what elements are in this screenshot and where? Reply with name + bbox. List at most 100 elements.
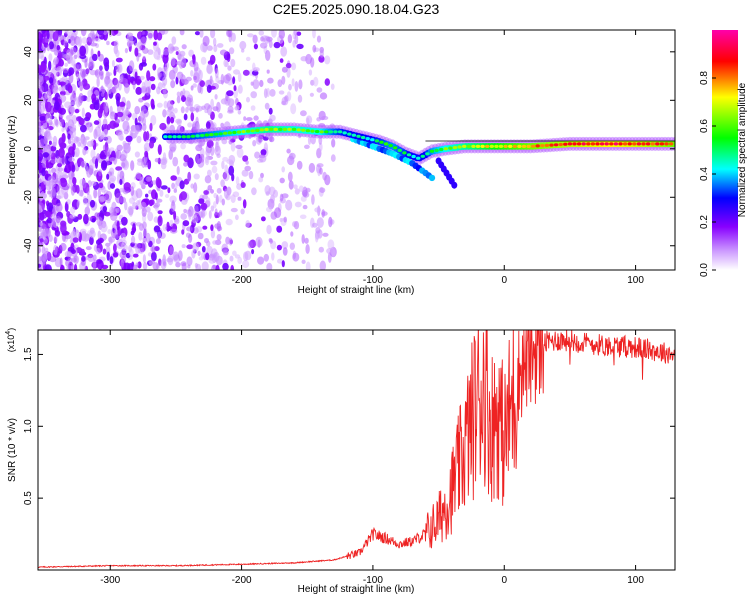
noise-speckle <box>162 224 168 232</box>
noise-speckle <box>38 38 42 50</box>
ridge-blob-core <box>485 144 490 148</box>
noise-speckle <box>103 101 109 112</box>
noise-speckle <box>242 155 249 162</box>
noise-speckle <box>109 256 114 265</box>
ridge-blob-core <box>213 132 219 136</box>
noise-speckle <box>129 248 134 257</box>
noise-speckle <box>268 238 273 243</box>
ridge-blob-core <box>167 135 173 139</box>
noise-speckle <box>102 206 108 212</box>
noise-speckle <box>206 63 213 74</box>
noise-speckle <box>64 62 68 67</box>
noise-speckle <box>195 153 199 164</box>
noise-speckle <box>187 171 192 183</box>
ridge-blob-core <box>429 149 435 153</box>
noise-speckle <box>132 80 136 90</box>
noise-speckle <box>279 177 285 184</box>
noise-speckle <box>40 182 45 191</box>
noise-speckle <box>150 83 156 91</box>
noise-speckle <box>220 73 225 85</box>
noise-speckle <box>174 182 178 189</box>
noise-speckle <box>154 158 160 163</box>
noise-speckle <box>121 78 128 86</box>
noise-speckle <box>281 241 289 250</box>
noise-speckle <box>212 240 218 245</box>
noise-speckle <box>128 60 135 72</box>
x-tick-label: 100 <box>627 575 644 586</box>
noise-speckle <box>56 66 64 72</box>
noise-speckle <box>46 44 51 52</box>
noise-speckle <box>228 165 235 176</box>
ridge-blob-core <box>489 144 494 148</box>
noise-speckle <box>278 30 285 40</box>
noise-speckle <box>126 32 134 38</box>
noise-speckle <box>221 243 229 254</box>
noise-speckle <box>293 30 298 36</box>
noise-speckle <box>47 132 52 140</box>
ridge-blob-core <box>650 142 655 146</box>
noise-speckle <box>135 86 142 95</box>
noise-speckle <box>140 62 147 67</box>
noise-speckle <box>198 69 203 81</box>
noise-speckle <box>66 199 71 205</box>
noise-speckle <box>260 149 267 156</box>
ridge-blob-core <box>181 135 186 139</box>
noise-speckle <box>69 35 76 47</box>
spectrogram-frame <box>37 29 676 271</box>
ridge-blob-core <box>301 128 306 132</box>
ridge-blob-core <box>342 131 347 135</box>
noise-speckle <box>48 140 52 145</box>
colorbar-ticks: 0.0 0.2 0.4 0.6 0.8 <box>699 71 716 277</box>
noise-speckle <box>53 56 59 65</box>
noise-speckle <box>237 84 243 94</box>
noise-speckle <box>68 177 73 185</box>
noise-speckle <box>319 92 328 100</box>
noise-speckle <box>321 209 326 218</box>
noise-speckle <box>157 231 161 240</box>
noise-speckle <box>294 33 299 45</box>
noise-speckle <box>53 116 58 126</box>
noise-speckle <box>223 188 230 199</box>
noise-speckle <box>276 244 282 251</box>
noise-speckle <box>157 144 162 156</box>
noise-speckle <box>230 207 238 213</box>
noise-speckle <box>91 93 97 102</box>
ridge-blob-core <box>535 144 540 148</box>
noise-speckle <box>176 95 181 104</box>
noise-speckle <box>71 171 75 179</box>
noise-speckle <box>213 251 220 262</box>
noise-speckle <box>152 63 157 71</box>
noise-speckle <box>265 206 273 213</box>
noise-speckle <box>281 96 289 106</box>
noise-speckle <box>170 175 177 181</box>
ridge-blob-core <box>268 127 274 131</box>
noise-speckle <box>162 109 167 118</box>
noise-speckle <box>216 221 222 232</box>
ridge-branch <box>350 135 458 189</box>
noise-speckle <box>147 211 154 222</box>
noise-speckle <box>81 37 88 44</box>
noise-speckle <box>79 228 87 234</box>
noise-speckle <box>64 234 72 240</box>
noise-speckle <box>208 210 212 219</box>
noise-speckle <box>55 177 61 184</box>
ridge-blob-core <box>232 130 237 135</box>
ridge-blob-core <box>163 135 168 139</box>
ridge-blob-core <box>204 133 209 137</box>
noise-speckle <box>88 121 94 133</box>
noise-speckle <box>235 176 240 186</box>
noise-speckle <box>236 147 244 158</box>
noise-speckle <box>72 237 79 243</box>
noise-speckle <box>193 182 198 193</box>
colorbar: 0.0 0.2 0.4 0.6 0.8 Normalized spectral ampl… <box>699 30 748 277</box>
noise-speckle <box>82 137 87 147</box>
noise-speckle <box>122 140 127 146</box>
noise-speckle <box>109 147 115 152</box>
noise-speckle <box>85 68 90 74</box>
noise-speckle <box>261 216 266 222</box>
noise-speckle <box>149 76 156 82</box>
noise-speckle <box>60 178 68 188</box>
noise-speckle <box>327 252 332 263</box>
noise-speckle <box>142 254 146 264</box>
noise-speckle <box>56 44 61 51</box>
